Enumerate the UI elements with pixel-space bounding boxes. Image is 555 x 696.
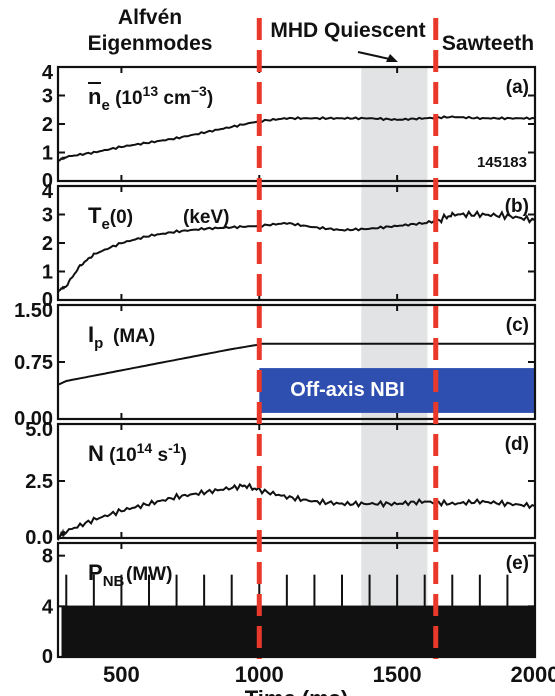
y-tick-label: 1.50 xyxy=(14,300,53,322)
x-axis: 500 1000 1500 2000 Time (ms) xyxy=(103,662,555,696)
y-tick-label: 0.00 xyxy=(14,408,53,430)
nbi-label: Off-axis NBI xyxy=(290,379,404,401)
y-tick-label: 4 xyxy=(42,596,54,618)
panel-unit-b: (keV) xyxy=(183,207,229,228)
panel-letter-a: (a) xyxy=(506,77,529,98)
y-tick-label: 0.75 xyxy=(14,352,53,374)
quiescent-header: MHD Quiescent xyxy=(270,19,425,42)
y-tick-label: 3 xyxy=(42,205,53,227)
overlay xyxy=(256,18,439,659)
quiescent-shaded-region xyxy=(361,67,428,657)
x-tick-label: 1500 xyxy=(373,662,422,687)
quiescent-arrow-head xyxy=(386,54,398,62)
sawteeth-header: Sawteeth xyxy=(442,32,534,55)
x-tick-label: 500 xyxy=(103,662,140,687)
panel-c: Off-axis NBI 0.00 0.75 1.50 (c) Ip (MA) xyxy=(14,300,537,430)
y-tick-label: 4 xyxy=(42,181,54,203)
shot-number: 145183 xyxy=(477,154,527,171)
phase-headers: Alfvén Eigenmodes MHD Quiescent Sawteeth xyxy=(88,6,534,62)
panel-letter-c: (c) xyxy=(506,315,529,336)
panel-label-a: ne (1013 cm−3) xyxy=(88,83,213,114)
alfven-header-line2: Eigenmodes xyxy=(88,32,213,55)
y-tick-label: 1 xyxy=(42,143,53,165)
y-tick-label: 0 xyxy=(42,646,53,668)
panel-frame-a xyxy=(56,65,537,183)
panel-unit-e: (MW) xyxy=(126,564,172,585)
panel-unit-c: (MA) xyxy=(113,326,155,347)
x-tick-label: 2000 xyxy=(511,662,555,687)
y-tick-label: 3 xyxy=(42,86,53,108)
y-tick-label: 2 xyxy=(42,114,53,136)
series-line-b xyxy=(57,209,536,293)
panel-label-b: Te(0) xyxy=(88,203,133,233)
alfven-header-line1: Alfvén xyxy=(118,6,182,29)
panel-label-d: N (1014 s-1) xyxy=(88,440,187,466)
pnb-pulse-train xyxy=(61,605,535,657)
x-tick-label: 1000 xyxy=(235,662,284,687)
series-line-d xyxy=(57,482,536,541)
y-tick-label: 2.5 xyxy=(25,471,53,493)
y-tick-label: 5.0 xyxy=(25,419,53,441)
nbi-box xyxy=(259,368,535,413)
y-tick-label: 0 xyxy=(42,289,53,311)
panel-frame-d xyxy=(56,422,537,540)
y-tick-label: 0.0 xyxy=(25,527,53,549)
panel-letter-d: (d) xyxy=(505,434,529,455)
y-tick-label: 0 xyxy=(42,170,53,192)
panel-letter-b: (b) xyxy=(505,196,529,217)
x-axis-title: Time (ms) xyxy=(245,686,349,696)
series-line-c xyxy=(57,342,535,386)
y-tick-label: 8 xyxy=(42,546,53,568)
panel-frame-b xyxy=(56,184,537,302)
panel-b: 0 1 2 34 (b) Te(0) (keV) xyxy=(42,181,537,311)
series-line-a xyxy=(57,115,536,163)
panel-label-e: PNB xyxy=(88,560,125,590)
y-tick-label: 2 xyxy=(42,233,53,255)
panel-letter-e: (e) xyxy=(506,553,529,574)
panel-label-c: Ip xyxy=(88,322,103,352)
y-tick-label: 1 xyxy=(42,262,53,284)
y-tick-label: 4 xyxy=(42,62,54,84)
panel-a: 0 1 2 34 (a) ne (1013 cm−3) 145183 xyxy=(42,62,537,192)
panel-e: 0 4 8 (e) PNB (MW) xyxy=(42,541,537,668)
panel-d: 0.0 2.5 5.0 (d) N (1014 s-1) xyxy=(25,419,537,549)
